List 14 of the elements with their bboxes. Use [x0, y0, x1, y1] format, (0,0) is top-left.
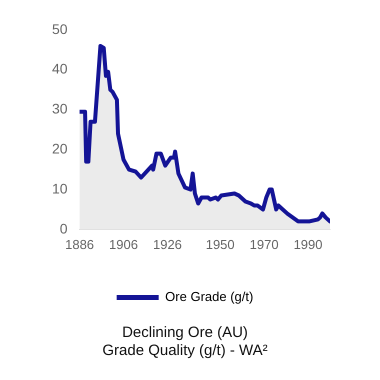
x-tick-label: 1950 [206, 236, 235, 252]
y-tick-label: 30 [52, 100, 68, 117]
x-tick-label: 1926 [152, 236, 182, 252]
x-tick-label: 1970 [250, 236, 279, 252]
legend-label: Ore Grade (g/t) [165, 289, 254, 304]
y-tick-label: 20 [52, 140, 68, 156]
text: Declining Ore (AU) Grade Quality (g/t) - WA² [102, 324, 268, 360]
x-tick-label: 1990 [294, 236, 322, 252]
y-tick-label: 0 [60, 220, 68, 236]
y-tick-label: 10 [52, 180, 68, 196]
y-tick-label: 50 [52, 20, 68, 37]
x-tick-label: 1906 [109, 236, 138, 252]
x-tick-label: 1886 [65, 236, 94, 252]
y-tick-label: 40 [52, 60, 68, 77]
